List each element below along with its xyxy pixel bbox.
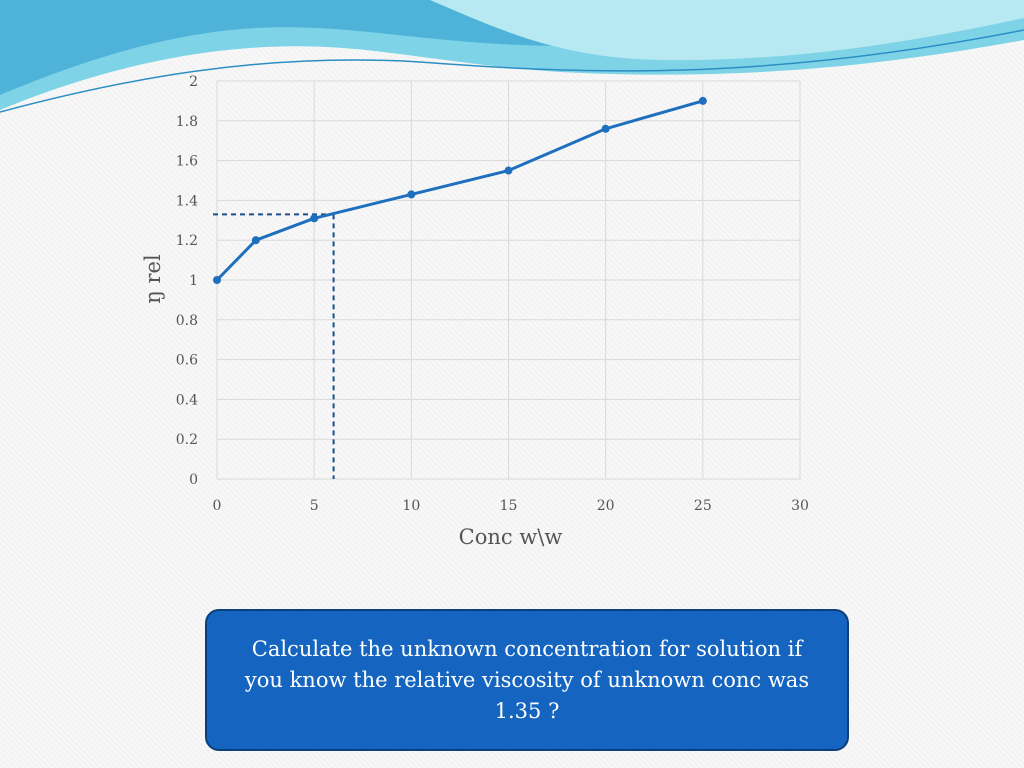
x-tick-label: 0	[213, 498, 222, 514]
y-tick-label: 1.2	[176, 233, 198, 249]
guide-lines	[213, 213, 335, 479]
x-tick-label: 5	[310, 498, 319, 514]
data-point	[251, 236, 260, 245]
data-series	[213, 96, 707, 284]
x-tick-label: 25	[694, 498, 712, 514]
x-tick-label: 10	[402, 498, 420, 514]
y-tick-label: 0	[189, 472, 198, 488]
gridlines	[216, 80, 801, 480]
y-tick-label: 0.2	[176, 432, 198, 448]
line-chart: 0 0.2 0.4 0.6 0.8 1 1.2 1.4 1.6 1.8 2 0 5 10 15 20 25 30…	[141, 74, 809, 549]
data-point	[213, 276, 221, 284]
data-point	[310, 214, 319, 223]
y-tick-label: 1.4	[176, 193, 198, 209]
data-point	[601, 124, 610, 133]
data-point	[698, 96, 707, 105]
decorative-wave-header	[0, 0, 1024, 113]
y-tick-label: 1	[189, 273, 198, 289]
wave-highlight	[430, 0, 1024, 61]
y-tick-label: 0.4	[176, 392, 198, 408]
data-point	[407, 190, 416, 199]
x-axis-title: Conc w\w	[459, 525, 563, 549]
series-line	[215, 99, 704, 282]
question-box: Calculate the unknown concentration for …	[205, 609, 849, 751]
data-point	[504, 166, 513, 175]
y-axis-title: ŋ rel	[141, 254, 165, 304]
x-tick-label: 20	[597, 498, 615, 514]
y-tick-label: 2	[189, 74, 198, 90]
x-tick-label: 15	[500, 498, 518, 514]
y-tick-label: 0.8	[176, 313, 198, 329]
y-tick-label: 0.6	[176, 353, 198, 369]
y-tick-labels: 0 0.2 0.4 0.6 0.8 1 1.2 1.4 1.6 1.8 2	[176, 74, 198, 488]
y-tick-label: 1.6	[176, 154, 198, 170]
x-tick-labels: 0 5 10 15 20 25 30	[213, 498, 809, 514]
x-tick-label: 30	[791, 498, 809, 514]
question-text: Calculate the unknown concentration for …	[244, 636, 810, 723]
y-tick-label: 1.8	[176, 114, 198, 130]
wave-line	[0, 29, 1024, 113]
